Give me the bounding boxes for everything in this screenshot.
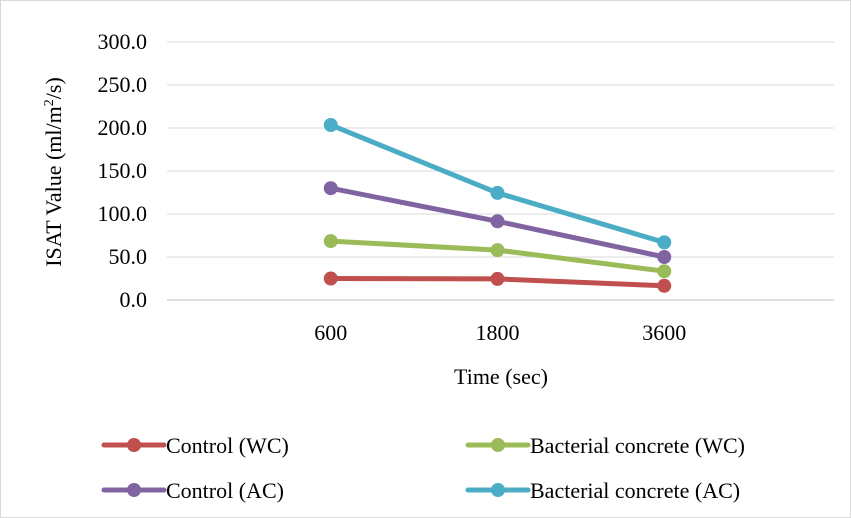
legend-item: Control (WC) — [101, 433, 289, 458]
legend-label: Bacterial concrete (AC) — [530, 478, 740, 503]
data-point — [323, 117, 338, 132]
y-tick-label: 0.0 — [120, 287, 148, 312]
data-point — [657, 264, 672, 279]
legend-label: Control (WC) — [166, 433, 289, 458]
legend-swatch-marker — [127, 483, 141, 497]
data-point — [490, 214, 505, 229]
x-tick-label: 1800 — [476, 320, 520, 345]
series-group — [323, 117, 672, 293]
data-point — [657, 278, 672, 293]
series-1 — [323, 234, 672, 279]
legend-label: Control (AC) — [166, 478, 284, 503]
data-point — [323, 181, 338, 196]
data-point — [490, 243, 505, 258]
series-0 — [323, 271, 672, 293]
data-point — [657, 235, 672, 250]
legend-swatch-marker — [127, 438, 141, 452]
gridlines — [167, 41, 834, 301]
legend-swatch-marker — [491, 438, 505, 452]
data-point — [490, 271, 505, 286]
data-point — [323, 234, 338, 249]
legend-item: Control (AC) — [101, 478, 284, 503]
y-tick-label: 250.0 — [98, 72, 148, 97]
data-point — [323, 271, 338, 286]
y-tick-label: 200.0 — [98, 115, 148, 140]
legend-item: Bacterial concrete (AC) — [465, 478, 740, 503]
x-tick-labels: 600 1800 3600 — [314, 320, 686, 345]
legend-label: Bacterial concrete (WC) — [530, 433, 745, 458]
y-tick-labels: 0.0 50.0 100.0 150.0 200.0 250.0 300.0 — [98, 29, 148, 312]
data-point — [490, 185, 505, 200]
series-3 — [323, 117, 672, 250]
legend: Control (WC) Bacterial concrete (WC) Contr… — [101, 433, 745, 503]
y-tick-label: 150.0 — [98, 158, 148, 183]
data-point — [657, 250, 672, 264]
y-tick-label: 100.0 — [98, 201, 148, 226]
y-tick-label: 50.0 — [109, 244, 148, 269]
x-axis-title: Time (sec) — [454, 364, 548, 389]
legend-item: Bacterial concrete (WC) — [465, 433, 745, 458]
y-axis-title: ISAT Value (ml/m2/s) — [41, 77, 66, 267]
y-tick-label: 300.0 — [98, 29, 148, 54]
x-tick-label: 600 — [314, 320, 347, 345]
x-tick-label: 3600 — [642, 320, 686, 345]
legend-swatch-marker — [491, 483, 505, 497]
series-2 — [323, 181, 672, 264]
